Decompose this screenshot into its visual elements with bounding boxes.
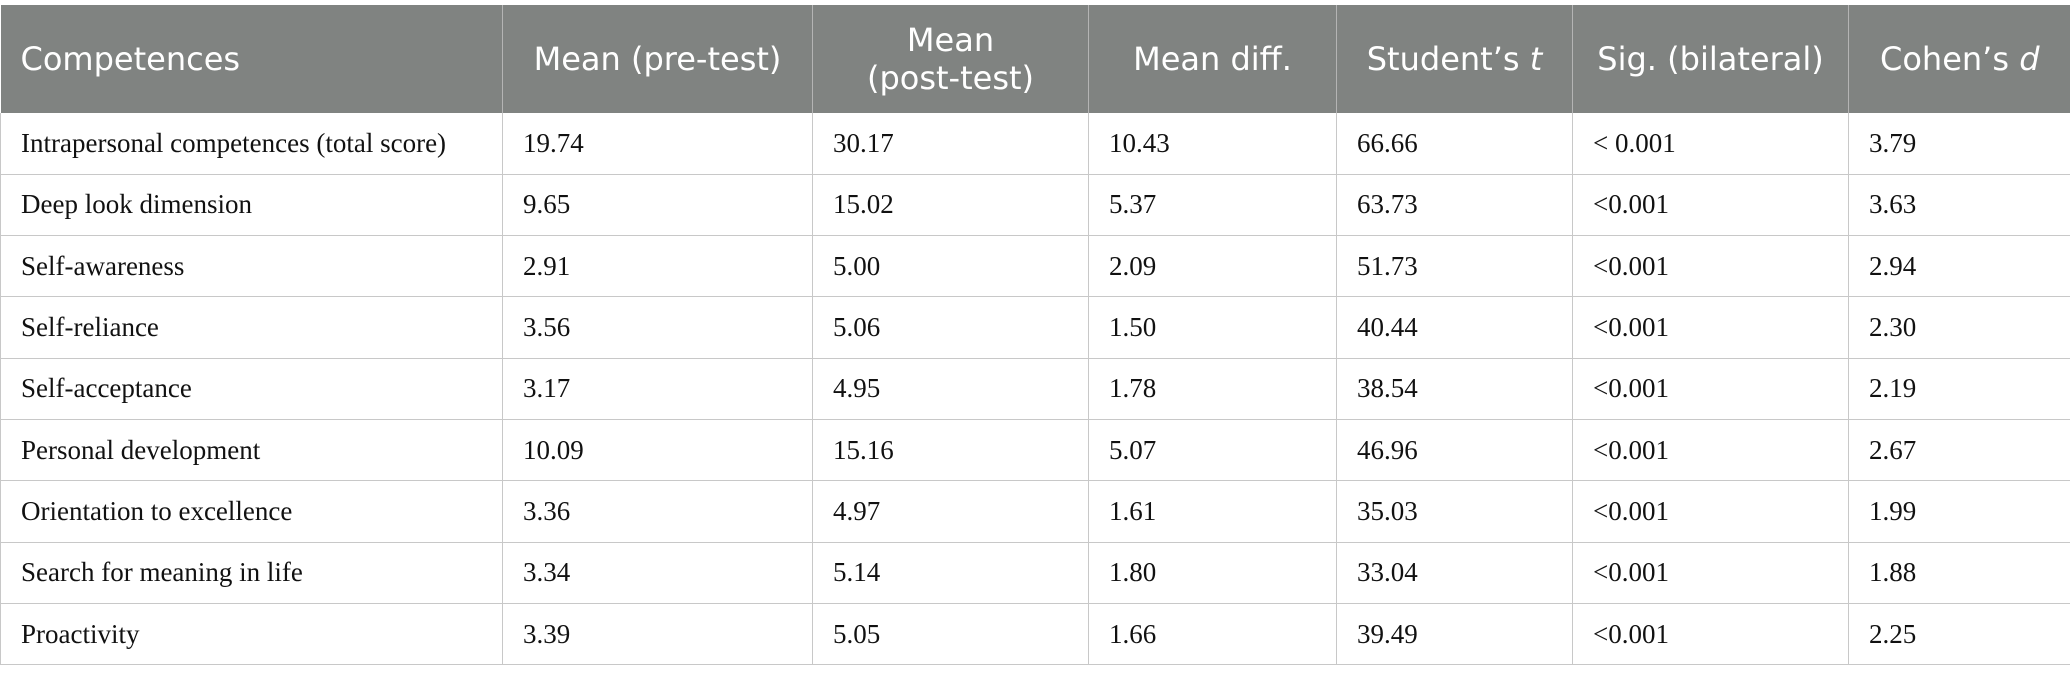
- cell-mean-post: 5.00: [812, 235, 1089, 298]
- cell-t: 66.66: [1336, 113, 1573, 175]
- cell-cohens-d: 2.19: [1848, 358, 2070, 420]
- cell-sig: <0.001: [1572, 174, 1849, 237]
- header-students-t-prefix: Student’s: [1366, 40, 1530, 78]
- table-row: Deep look dimension 9.65 15.02 5.37 63.7…: [0, 174, 2070, 237]
- cell-cohens-d: 2.30: [1848, 296, 2070, 359]
- header-sig: Sig. (bilateral): [1572, 5, 1849, 113]
- cell-competence: Orientation to excellence: [0, 480, 503, 543]
- cell-mean-pre: 10.09: [502, 419, 813, 482]
- cell-sig: < 0.001: [1572, 113, 1849, 175]
- cell-sig: <0.001: [1572, 358, 1849, 420]
- cell-t: 63.73: [1336, 174, 1573, 237]
- cell-t: 51.73: [1336, 235, 1573, 298]
- table-row: Proactivity 3.39 5.05 1.66 39.49 <0.001 …: [0, 603, 2070, 666]
- table-row: Orientation to excellence 3.36 4.97 1.61…: [0, 480, 2070, 543]
- cell-competence: Search for meaning in life: [0, 542, 503, 604]
- header-mean-diff: Mean diff.: [1088, 5, 1337, 113]
- table-header: Competences Mean (pre-test) Mean (post-t…: [0, 5, 2070, 113]
- cell-mean-pre: 3.36: [502, 480, 813, 543]
- header-cohens-d-prefix: Cohen’s: [1880, 40, 2020, 78]
- results-table: Competences Mean (pre-test) Mean (post-t…: [0, 5, 2070, 666]
- cell-t: 38.54: [1336, 358, 1573, 420]
- cell-mean-post: 4.97: [812, 480, 1089, 543]
- cell-cohens-d: 2.67: [1848, 419, 2070, 482]
- cell-mean-pre: 3.17: [502, 358, 813, 420]
- cell-cohens-d: 3.63: [1848, 174, 2070, 237]
- header-cohens-d: Cohen’s d: [1848, 5, 2070, 113]
- cell-cohens-d: 1.99: [1848, 480, 2070, 543]
- table-row: Self-acceptance 3.17 4.95 1.78 38.54 <0.…: [0, 358, 2070, 420]
- table-row: Personal development 10.09 15.16 5.07 46…: [0, 419, 2070, 482]
- cell-mean-diff: 10.43: [1088, 113, 1337, 175]
- cell-competence: Self-acceptance: [0, 358, 503, 420]
- header-row: Competences Mean (pre-test) Mean (post-t…: [0, 5, 2070, 113]
- cell-competence: Self-reliance: [0, 296, 503, 359]
- cell-cohens-d: 2.94: [1848, 235, 2070, 298]
- cell-mean-post: 30.17: [812, 113, 1089, 175]
- cell-cohens-d: 2.25: [1848, 603, 2070, 666]
- cell-mean-post: 4.95: [812, 358, 1089, 420]
- cell-sig: <0.001: [1572, 480, 1849, 543]
- cell-mean-diff: 1.80: [1088, 542, 1337, 604]
- cell-mean-post: 15.16: [812, 419, 1089, 482]
- header-cohens-d-var: d: [2019, 40, 2040, 78]
- cell-mean-pre: 3.39: [502, 603, 813, 666]
- cell-t: 39.49: [1336, 603, 1573, 666]
- cell-mean-post: 5.06: [812, 296, 1089, 359]
- cell-mean-post: 5.05: [812, 603, 1089, 666]
- table-row: Intrapersonal competences (total score) …: [0, 113, 2070, 175]
- cell-mean-diff: 1.61: [1088, 480, 1337, 543]
- cell-t: 46.96: [1336, 419, 1573, 482]
- cell-competence: Self-awareness: [0, 235, 503, 298]
- header-mean-post-line2: (post-test): [866, 59, 1035, 97]
- header-competences: Competences: [0, 5, 503, 113]
- cell-sig: <0.001: [1572, 296, 1849, 359]
- cell-cohens-d: 3.79: [1848, 113, 2070, 175]
- cell-mean-pre: 19.74: [502, 113, 813, 175]
- cell-cohens-d: 1.88: [1848, 542, 2070, 604]
- cell-mean-diff: 1.78: [1088, 358, 1337, 420]
- cell-sig: <0.001: [1572, 235, 1849, 298]
- header-mean-pre: Mean (pre-test): [502, 5, 813, 113]
- cell-sig: <0.001: [1572, 603, 1849, 666]
- cell-mean-post: 15.02: [812, 174, 1089, 237]
- cell-mean-pre: 9.65: [502, 174, 813, 237]
- header-students-t-var: t: [1529, 40, 1543, 78]
- header-mean-post: Mean (post-test): [812, 5, 1089, 113]
- cell-sig: <0.001: [1572, 419, 1849, 482]
- cell-t: 40.44: [1336, 296, 1573, 359]
- cell-competence: Deep look dimension: [0, 174, 503, 237]
- cell-mean-pre: 2.91: [502, 235, 813, 298]
- table-row: Search for meaning in life 3.34 5.14 1.8…: [0, 542, 2070, 604]
- cell-mean-pre: 3.56: [502, 296, 813, 359]
- cell-mean-diff: 2.09: [1088, 235, 1337, 298]
- header-mean-post-line1: Mean: [906, 21, 995, 59]
- cell-sig: <0.001: [1572, 542, 1849, 604]
- cell-competence: Intrapersonal competences (total score): [0, 113, 503, 175]
- cell-mean-post: 5.14: [812, 542, 1089, 604]
- cell-mean-diff: 1.66: [1088, 603, 1337, 666]
- cell-t: 35.03: [1336, 480, 1573, 543]
- table-row: Self-reliance 3.56 5.06 1.50 40.44 <0.00…: [0, 296, 2070, 359]
- cell-mean-diff: 5.07: [1088, 419, 1337, 482]
- cell-mean-diff: 1.50: [1088, 296, 1337, 359]
- table-body: Intrapersonal competences (total score) …: [0, 113, 2070, 666]
- cell-competence: Proactivity: [0, 603, 503, 666]
- cell-mean-diff: 5.37: [1088, 174, 1337, 237]
- cell-t: 33.04: [1336, 542, 1573, 604]
- cell-competence: Personal development: [0, 419, 503, 482]
- cell-mean-pre: 3.34: [502, 542, 813, 604]
- table-row: Self-awareness 2.91 5.00 2.09 51.73 <0.0…: [0, 235, 2070, 298]
- header-students-t: Student’s t: [1336, 5, 1573, 113]
